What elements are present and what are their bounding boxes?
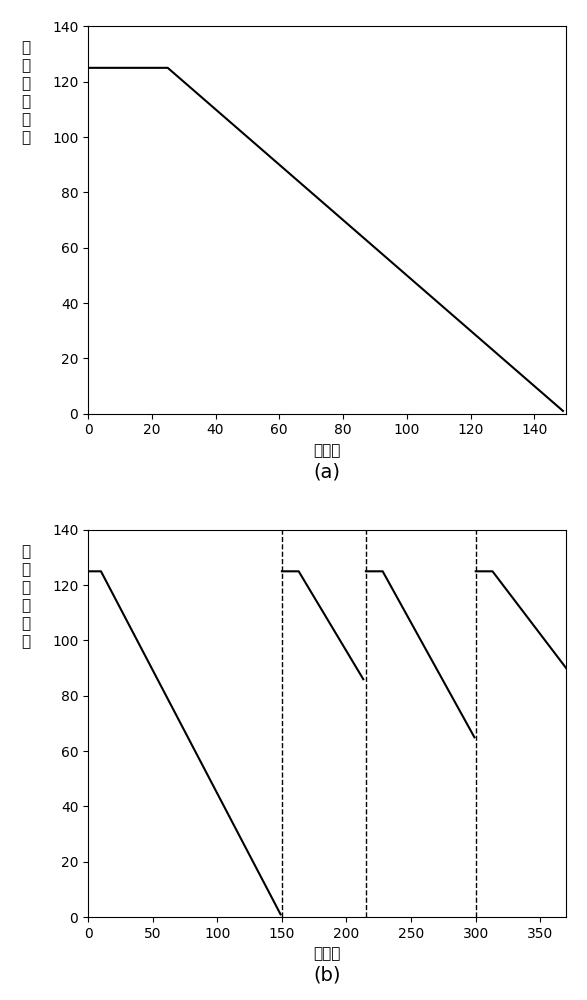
Text: 用: 用 <box>21 94 30 109</box>
Text: (a): (a) <box>313 462 340 481</box>
X-axis label: 周期数: 周期数 <box>313 443 341 458</box>
Text: 余: 余 <box>21 562 30 577</box>
Text: 剩: 剩 <box>21 544 30 559</box>
Text: 使: 使 <box>21 580 30 595</box>
Text: (b): (b) <box>313 966 341 985</box>
Text: 用: 用 <box>21 598 30 613</box>
Text: 命: 命 <box>21 131 30 146</box>
Text: 余: 余 <box>21 58 30 73</box>
Text: 使: 使 <box>21 76 30 91</box>
X-axis label: 周期数: 周期数 <box>313 946 341 961</box>
Text: 命: 命 <box>21 634 30 649</box>
Text: 寿: 寿 <box>21 616 30 631</box>
Text: 剩: 剩 <box>21 40 30 55</box>
Text: 寿: 寿 <box>21 112 30 127</box>
